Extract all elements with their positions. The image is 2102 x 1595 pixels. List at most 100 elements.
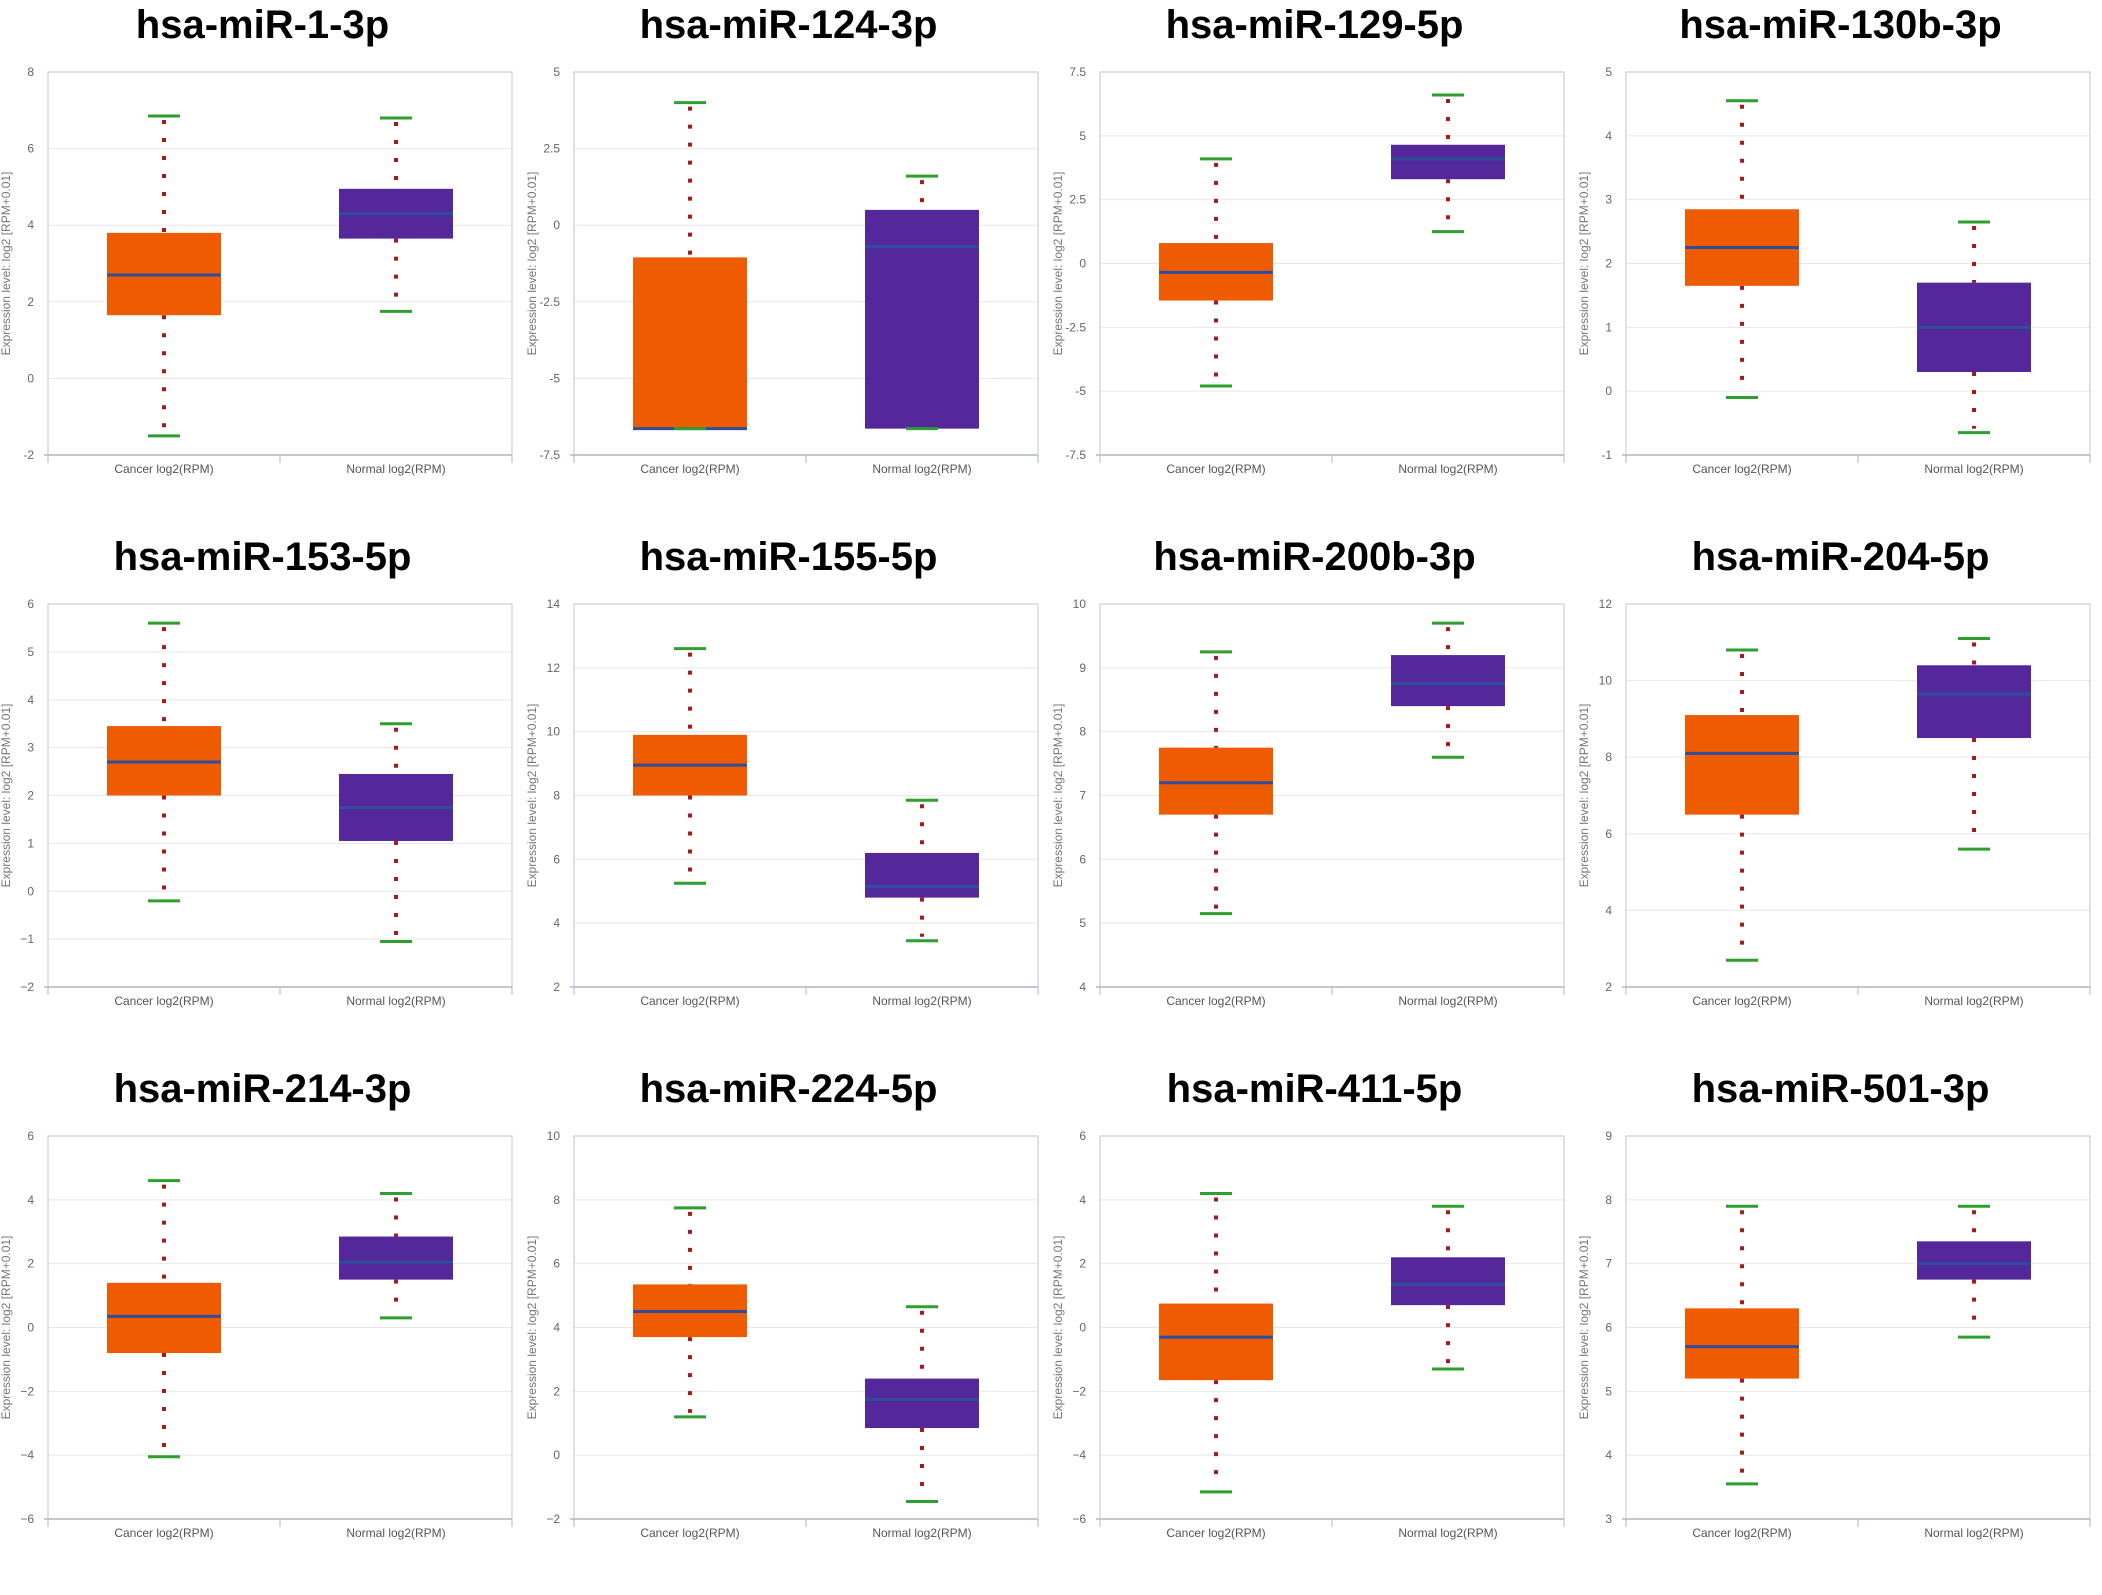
y-tick-label: 12 <box>1599 597 1613 611</box>
y-tick-label: -5 <box>549 371 560 385</box>
chart-title: hsa-miR-214-3p <box>113 1067 412 1111</box>
y-tick-label: 0 <box>1605 384 1612 398</box>
y-tick-label: 2 <box>27 1257 34 1271</box>
boxplot-panel: hsa-miR-411-5p −6 −4 −2 0 2 4 6 Expression level… <box>1051 1064 1577 1595</box>
y-tick-label: 3 <box>1605 1512 1612 1526</box>
cancer-category-label: Cancer log2(RPM) <box>640 1526 739 1540</box>
normal-box <box>1391 144 1505 180</box>
y-tick-label: -5 <box>1075 384 1086 398</box>
normal-box <box>865 1378 979 1429</box>
y-tick-label: 0 <box>27 1321 34 1335</box>
y-tick-label: 2 <box>553 980 560 994</box>
boxplot-svg: -1 0 1 2 3 4 5 Expression level: log2 [RPM+0.01… <box>1577 65 2091 476</box>
y-tick-label: 8 <box>1605 1193 1612 1207</box>
cancer-box <box>107 1282 221 1354</box>
boxplot-panel: hsa-miR-124-3p -7.5 -5 -2.5 0 2.5 5 Expression … <box>525 0 1051 531</box>
boxplot-svg: -7.5 -5 -2.5 0 2.5 5 Expression level: log2 [R… <box>525 65 1039 476</box>
y-tick-label: 2 <box>27 295 34 309</box>
y-tick-label: −6 <box>1072 1512 1086 1526</box>
y-tick-label: 6 <box>553 1257 560 1271</box>
y-tick-label: −1 <box>20 932 34 946</box>
chart-title: hsa-miR-200b-3p <box>1153 535 1476 579</box>
y-axis-label: Expression level: log2 [RPM+0.01] <box>0 1236 13 1420</box>
y-tick-label: 9 <box>1079 661 1086 675</box>
normal-category-label: Normal log2(RPM) <box>346 462 445 476</box>
y-tick-label: 5 <box>1079 129 1086 143</box>
y-tick-label: 4 <box>27 693 34 707</box>
y-tick-label: 2 <box>1605 980 1612 994</box>
cancer-category-label: Cancer log2(RPM) <box>114 462 213 476</box>
normal-box <box>1917 665 2031 739</box>
y-tick-label: -1 <box>1601 448 1612 462</box>
y-tick-label: −2 <box>546 1512 560 1526</box>
cancer-category-label: Cancer log2(RPM) <box>640 462 739 476</box>
y-tick-label: 6 <box>27 142 34 156</box>
normal-category-label: Normal log2(RPM) <box>1924 462 2023 476</box>
boxplot-svg: 3 4 5 6 7 8 9 Expression level: log2 [RPM+0.01]… <box>1577 1129 2091 1540</box>
y-tick-label: 0 <box>27 884 34 898</box>
chart-title: hsa-miR-153-5p <box>113 535 412 579</box>
normal-category-label: Normal log2(RPM) <box>872 994 971 1008</box>
y-tick-label: 10 <box>1073 597 1087 611</box>
cancer-box <box>1159 747 1273 815</box>
cancer-category-label: Cancer log2(RPM) <box>1692 1526 1791 1540</box>
chart-title: hsa-miR-124-3p <box>639 3 938 47</box>
y-tick-label: 2 <box>553 1384 560 1398</box>
y-tick-label: 4 <box>1605 1448 1612 1462</box>
y-tick-label: 5 <box>27 645 34 659</box>
y-tick-label: 4 <box>553 916 560 930</box>
boxplot-svg: −2 −1 0 1 2 3 4 5 6 Expression level: log2 [RPM+0… <box>0 597 513 1008</box>
y-tick-label: −4 <box>1072 1448 1086 1462</box>
normal-box <box>1391 1257 1505 1306</box>
normal-box <box>339 1236 453 1280</box>
y-tick-label: 8 <box>553 789 560 803</box>
normal-category-label: Normal log2(RPM) <box>1398 994 1497 1008</box>
y-tick-label: 4 <box>1079 1193 1086 1207</box>
y-tick-label: −2 <box>20 980 34 994</box>
y-tick-label: −2 <box>1072 1384 1086 1398</box>
chart-title: hsa-miR-411-5p <box>1166 1067 1463 1111</box>
y-tick-label: 1 <box>1605 320 1612 334</box>
boxplot-svg: 4 5 6 7 8 9 10 Expression level: log2 [RPM+0.01… <box>1051 597 1565 1008</box>
y-axis-label: Expression level: log2 [RPM+0.01] <box>525 172 539 356</box>
boxplot-panel: hsa-miR-130b-3p -1 0 1 2 3 4 5 Expression level:… <box>1577 0 2102 531</box>
y-tick-label: 14 <box>547 597 561 611</box>
y-tick-label: 12 <box>547 661 561 675</box>
boxplot-svg: -7.5 -5 -2.5 0 2.5 5 7.5 Expression level: log2… <box>1051 65 1565 476</box>
y-tick-label: 6 <box>553 852 560 866</box>
y-tick-label: 6 <box>27 597 34 611</box>
cancer-category-label: Cancer log2(RPM) <box>640 994 739 1008</box>
cancer-box <box>1685 1308 1799 1379</box>
y-tick-label: 4 <box>1605 903 1612 917</box>
y-axis-label: Expression level: log2 [RPM+0.01] <box>1577 704 1591 888</box>
chart-title: hsa-miR-155-5p <box>639 535 938 579</box>
normal-category-label: Normal log2(RPM) <box>872 1526 971 1540</box>
y-tick-label: 2 <box>1605 257 1612 271</box>
y-tick-label: 6 <box>1079 1129 1086 1143</box>
boxplot-panel: hsa-miR-224-5p −2 0 2 4 6 8 10 Expression level:… <box>525 1064 1051 1595</box>
y-tick-label: 2 <box>1079 1257 1086 1271</box>
y-tick-label: 6 <box>1079 852 1086 866</box>
y-tick-label: 8 <box>1605 750 1612 764</box>
boxplot-svg: 2 4 6 8 10 12 14 Expression level: log2 [RPM+0.… <box>525 597 1039 1008</box>
y-axis-label: Expression level: log2 [RPM+0.01] <box>0 172 13 356</box>
cancer-category-label: Cancer log2(RPM) <box>1692 462 1791 476</box>
y-axis-label: Expression level: log2 [RPM+0.01] <box>525 1236 539 1420</box>
cancer-box <box>1159 1303 1273 1381</box>
y-tick-label: 1 <box>27 836 34 850</box>
normal-category-label: Normal log2(RPM) <box>346 994 445 1008</box>
y-axis-label: Expression level: log2 [RPM+0.01] <box>1577 1236 1591 1420</box>
y-tick-label: 6 <box>27 1129 34 1143</box>
y-tick-label: −6 <box>20 1512 34 1526</box>
normal-box <box>865 852 979 898</box>
y-tick-label: 5 <box>553 65 560 79</box>
normal-category-label: Normal log2(RPM) <box>346 1526 445 1540</box>
y-tick-label: 2.5 <box>1069 193 1086 207</box>
boxplot-panel: hsa-miR-129-5p -7.5 -5 -2.5 0 2.5 5 7.5 Expressi… <box>1051 0 1577 531</box>
cancer-category-label: Cancer log2(RPM) <box>1166 994 1265 1008</box>
boxplot-panel: hsa-miR-200b-3p 4 5 6 7 8 9 10 Expression level:… <box>1051 532 1577 1063</box>
normal-box <box>1391 655 1505 707</box>
cancer-box <box>633 257 747 429</box>
y-tick-label: 2.5 <box>543 142 560 156</box>
